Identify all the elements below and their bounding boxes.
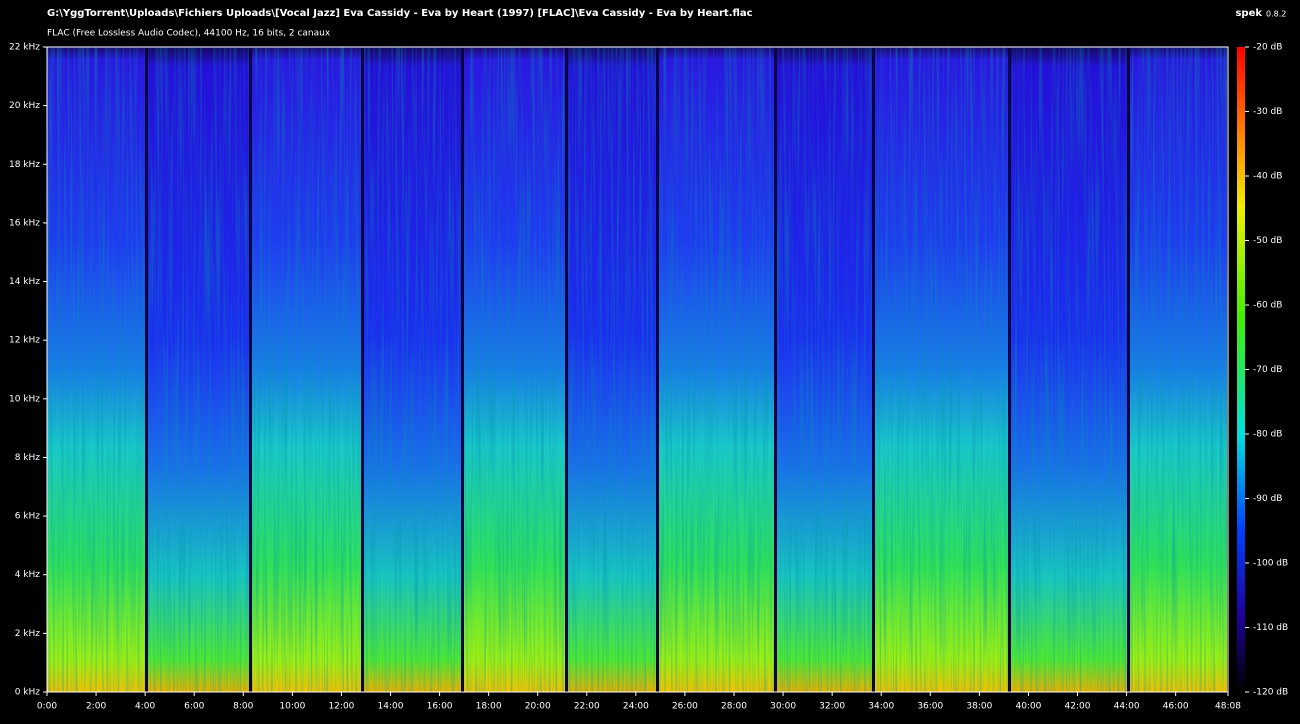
y-tick-label: 2 kHz [15, 629, 41, 639]
track-gap [872, 47, 875, 692]
y-tick-label: 20 kHz [9, 101, 40, 111]
plot-frame [46, 46, 1229, 693]
x-tick-label: 46:00 [1163, 702, 1189, 712]
colorbar-tick-label: -100 dB [1253, 559, 1288, 569]
x-tick-label: 24:00 [623, 702, 649, 712]
spectrogram [47, 47, 1228, 692]
y-tick-label: 22 kHz [9, 43, 40, 53]
colorbar-tick-label: -30 dB [1253, 107, 1282, 117]
x-tick-label: 38:00 [966, 702, 992, 712]
x-tick-label: 34:00 [868, 702, 894, 712]
x-tick-label: 48:08 [1215, 702, 1241, 712]
y-tick-label: 12 kHz [9, 336, 40, 346]
track-gap [774, 47, 777, 692]
track-gap [249, 47, 252, 692]
file-info: FLAC (Free Lossless Audio Codec), 44100 … [47, 29, 331, 39]
texture [47, 47, 1228, 692]
colorbar-tick-label: -60 dB [1253, 301, 1282, 311]
x-tick-label: 14:00 [378, 702, 404, 712]
colorbar-tick-label: -40 dB [1253, 172, 1282, 182]
colorbar-tick-label: -20 dB [1253, 43, 1282, 53]
x-tick-label: 2:00 [86, 702, 106, 712]
x-tick-label: 28:00 [721, 702, 747, 712]
x-tick-label: 18:00 [476, 702, 502, 712]
x-tick-label: 44:00 [1114, 702, 1140, 712]
x-tick-label: 20:00 [525, 702, 551, 712]
x-tick-label: 40:00 [1015, 702, 1041, 712]
colorbar-tick-label: -70 dB [1253, 365, 1282, 375]
y-tick-label: 18 kHz [9, 160, 40, 170]
y-tick-label: 6 kHz [15, 512, 41, 522]
y-tick-label: 8 kHz [15, 453, 41, 463]
x-tick-label: 4:00 [135, 702, 155, 712]
app-name: spek [1235, 8, 1262, 19]
x-tick-label: 10:00 [279, 702, 305, 712]
x-tick-label: 26:00 [672, 702, 698, 712]
track-gap [1008, 47, 1011, 692]
colorbar-tick-label: -50 dB [1253, 236, 1282, 246]
x-tick-label: 0:00 [37, 702, 57, 712]
x-tick-label: 6:00 [184, 702, 204, 712]
file-path: G:\YggTorrent\Uploads\Fichiers Uploads\[… [47, 8, 753, 19]
y-tick-label: 0 kHz [15, 688, 41, 698]
x-tick-label: 16:00 [427, 702, 453, 712]
track-gap [145, 47, 148, 692]
track-gap [565, 47, 568, 692]
x-tick-label: 12:00 [328, 702, 354, 712]
y-tick-label: 4 kHz [15, 570, 41, 580]
colorbar-tick-label: -90 dB [1253, 494, 1282, 504]
track-gap [461, 47, 464, 692]
app-version: 0.8.2 [1266, 10, 1286, 19]
colorbar-tick-label: -80 dB [1253, 430, 1282, 440]
colorbar-tick-label: -110 dB [1253, 623, 1288, 633]
x-tick-label: 30:00 [770, 702, 796, 712]
y-tick-label: 14 kHz [9, 277, 40, 287]
colorbar [1237, 47, 1245, 692]
track-gap [361, 47, 364, 692]
x-tick-label: 42:00 [1065, 702, 1091, 712]
x-tick-label: 22:00 [574, 702, 600, 712]
x-tick-label: 8:00 [233, 702, 253, 712]
colorbar-tick-label: -120 dB [1253, 688, 1288, 698]
track-gap [656, 47, 659, 692]
track-gap [1127, 47, 1130, 692]
y-tick-label: 16 kHz [9, 218, 40, 228]
x-tick-label: 32:00 [819, 702, 845, 712]
x-tick-label: 36:00 [917, 702, 943, 712]
y-tick-label: 10 kHz [9, 394, 40, 404]
